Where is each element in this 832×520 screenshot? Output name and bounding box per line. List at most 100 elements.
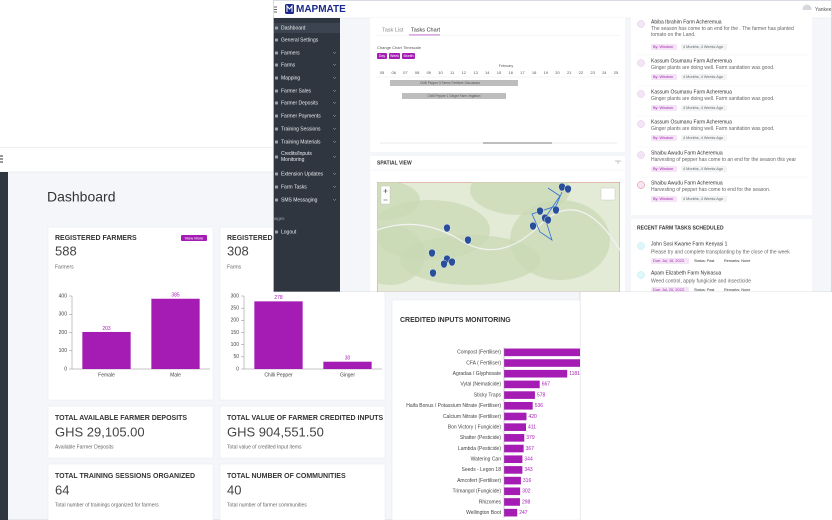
menu-icon[interactable]: [274, 6, 277, 13]
task-remarks: Remarks: None: [724, 259, 750, 263]
chevron: [332, 51, 337, 54]
time-badge: [681, 105, 727, 111]
value-label: 578: [537, 392, 546, 398]
feed-icon: [637, 90, 645, 98]
timescale-button[interactable]: [389, 53, 400, 59]
card: [219, 405, 386, 459]
map-pin[interactable]: [544, 215, 552, 225]
view-more-label[interactable]: View More: [185, 235, 205, 240]
timescale-button-label[interactable]: Month: [404, 54, 414, 58]
user-name[interactable]: Yankee: [815, 7, 832, 13]
menu-icon[interactable]: [0, 155, 3, 163]
gantt-bar: [390, 80, 518, 86]
menu-item[interactable]: Dashboard: [281, 25, 306, 31]
card-caption: Farms: [227, 264, 242, 270]
zoom-control[interactable]: [380, 185, 391, 205]
bar: [504, 391, 535, 399]
stat-value: 64: [55, 482, 69, 497]
map-pin[interactable]: [440, 259, 448, 269]
menu-icon: [275, 51, 278, 55]
map-pin[interactable]: [558, 182, 566, 192]
gantt-task: Chilli Pepper 1 Ginger Farm Irrigation: [428, 94, 481, 98]
category-label: Seeds - Legon 18: [462, 467, 502, 473]
gantt-day: 11: [450, 70, 455, 75]
feed-title: Kassum Osumanu Farm Acheremua: [651, 58, 732, 64]
menu-item[interactable]: Extension Updates: [281, 171, 323, 177]
layer-control[interactable]: [600, 187, 616, 201]
feed-text: The season has come to an end for the . …: [651, 26, 794, 38]
menu-item[interactable]: General Settings: [281, 37, 319, 43]
gantt-day: 17: [520, 70, 525, 75]
map-pin[interactable]: [536, 206, 544, 216]
task-text: Weed control, apply fungicide and insect…: [651, 278, 751, 284]
menu-item[interactable]: Farmer Payments: [281, 113, 321, 119]
map-pin[interactable]: [529, 221, 537, 231]
menu-icon: [275, 198, 278, 202]
tab[interactable]: Tasks Chart: [411, 27, 441, 33]
author-badge: [651, 44, 677, 50]
fullscreen-icon[interactable]: [615, 160, 621, 164]
menu-icon: [275, 172, 278, 176]
stat-caption: Total number of farmer communities: [227, 502, 307, 508]
sidebar: [273, 18, 340, 292]
y-tick-label: 50: [233, 354, 239, 360]
map-pin[interactable]: [464, 235, 472, 245]
y-tick-label: 400: [59, 293, 68, 299]
y-tick-label: 0: [236, 366, 239, 372]
category-label: Calcium Nitrate (Fertiliser): [443, 414, 501, 420]
view-more-button[interactable]: [181, 235, 207, 241]
card-caption: Farmers: [55, 264, 74, 270]
y-tick-label: 0: [64, 366, 67, 372]
menu-item[interactable]: SMS Messaging: [281, 197, 318, 203]
chevron: [332, 140, 337, 143]
menu-item[interactable]: Logout: [281, 229, 297, 235]
menu-item[interactable]: Training Sessions: [281, 126, 321, 132]
timescale-button-label[interactable]: Day: [379, 54, 386, 58]
bar: [504, 487, 521, 496]
map-pin[interactable]: [428, 248, 436, 258]
chevron: [332, 172, 337, 175]
map-pin[interactable]: [448, 257, 456, 267]
task-status: Status: Past: [694, 288, 715, 292]
tab[interactable]: Task List: [382, 27, 404, 33]
menu-icon: [275, 140, 278, 144]
timescale-button-label[interactable]: Week: [390, 54, 399, 58]
logo-mark: [286, 4, 293, 12]
menu-item[interactable]: Farm Tasks: [281, 184, 307, 190]
timescale-button[interactable]: [402, 53, 415, 59]
category-label: Shatter (Pesticide): [460, 435, 501, 441]
menu-item[interactable]: Farmers: [281, 50, 300, 56]
due-badge: [651, 287, 689, 292]
time-badge: [681, 166, 727, 172]
map-pin[interactable]: [429, 268, 437, 278]
gantt-day: 09: [427, 70, 432, 75]
stat-title: TOTAL TRAINING SESSIONS ORGANIZED: [55, 473, 195, 480]
map-pin[interactable]: [564, 184, 572, 194]
value-label: 411: [528, 424, 536, 430]
menu-item[interactable]: Farms: [281, 62, 296, 68]
menu-item[interactable]: Training Materials: [281, 139, 321, 145]
feed-author: By: Wisdom: [653, 136, 673, 140]
time-badge: [681, 74, 727, 80]
category-label: CFA ( Fertiliser): [466, 360, 501, 366]
map-pin[interactable]: [443, 223, 451, 233]
stat-title: TOTAL NUMBER OF COMMUNITIES: [227, 473, 346, 480]
feed-text-box: Harvesting of pepper has come to an end …: [651, 157, 796, 163]
timescale-button[interactable]: [377, 53, 387, 59]
feed-icon: [637, 151, 645, 159]
menu-item[interactable]: Farmer Sales: [281, 88, 312, 94]
menu-icon: [275, 63, 278, 67]
stat-value: GHS 904,551.50: [227, 424, 324, 439]
value-label: 344: [524, 457, 533, 463]
menu-item[interactable]: Mapping: [281, 75, 300, 81]
category-label: Agradaa / Glyphosate: [453, 371, 502, 377]
menu-item-box: Credits/Inputs Monitoring: [281, 151, 312, 163]
task-due: Due: Jul, 20, 2023: [653, 288, 684, 292]
gantt-day: 10: [438, 70, 443, 75]
feed-icon: [637, 59, 645, 67]
dashboard-sidebar: [0, 172, 8, 520]
menu-item[interactable]: Farmer Deposits: [281, 100, 318, 106]
map-pin[interactable]: [552, 205, 560, 215]
chart-title: CREDITED INPUTS MONITORING: [400, 317, 511, 324]
